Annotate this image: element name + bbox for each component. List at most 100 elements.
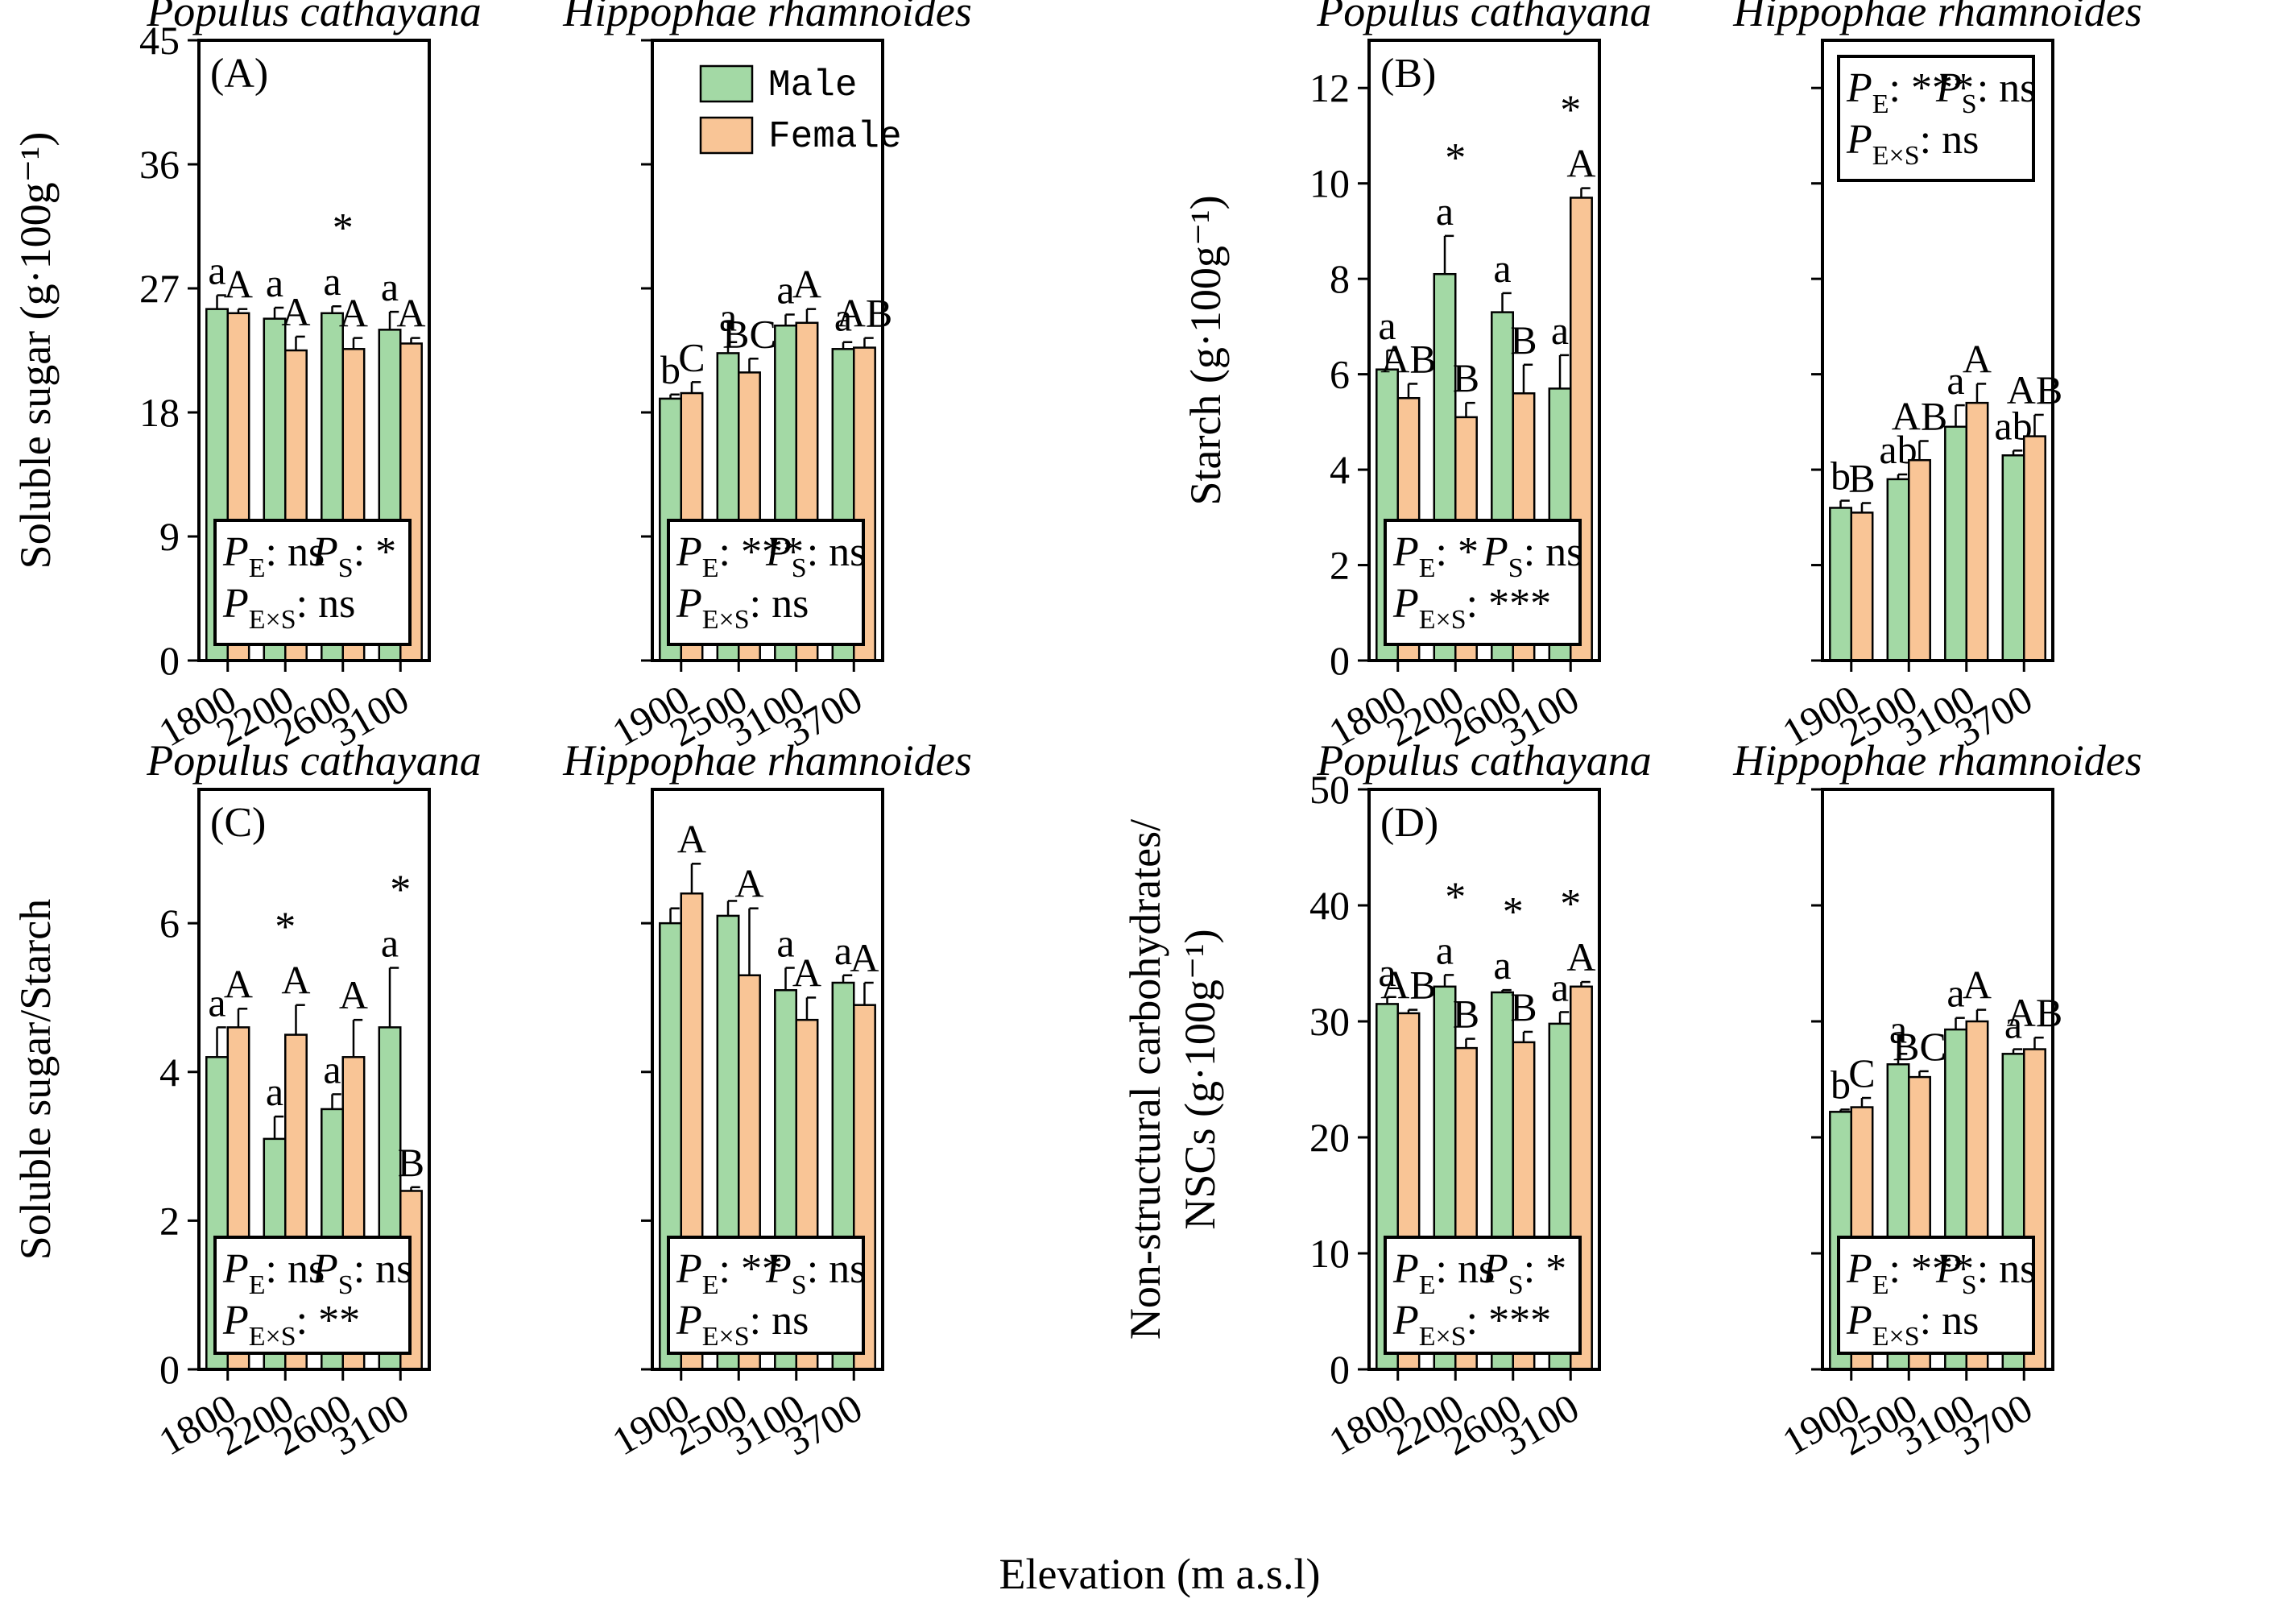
subpanel-hippophae: Hippophae rhamnoides1900250031003700baba… — [1732, 0, 2142, 756]
y-tick-label: 40 — [1309, 883, 1350, 928]
significance-letter: a — [1378, 303, 1396, 348]
significance-letter: B — [1510, 317, 1537, 362]
bar-female-1900 — [1850, 511, 1874, 662]
y-tick-label: 0 — [1330, 638, 1350, 683]
y-tick-label: 4 — [159, 1050, 180, 1095]
y-tick-label: 0 — [159, 638, 180, 683]
stat-pexs: PE×S: ns — [676, 581, 809, 635]
significance-letter: A — [1963, 963, 1992, 1008]
significance-letter: b — [1831, 1062, 1851, 1107]
significance-letter: a — [266, 1069, 283, 1114]
star-marker: * — [1445, 135, 1466, 181]
subpanel-hippophae: Hippophae rhamnoides1900250031003700baaa… — [562, 0, 972, 756]
significance-letter: A — [1566, 141, 1595, 186]
species-title: Populus cathayana — [1316, 0, 1651, 35]
stat-pe: PE: ns — [1392, 1246, 1495, 1300]
stats-box — [1384, 1236, 1582, 1355]
chart-c: Soluble sugar/Starch Populus cathayana 0 2 4… — [11, 736, 972, 1464]
stat-ps: PS: ns — [312, 1246, 412, 1300]
significance-letter: a — [776, 921, 794, 966]
significance-letter: a — [266, 260, 283, 305]
significance-letter: A — [224, 961, 253, 1006]
significance-letter: a — [1889, 1006, 1907, 1051]
chart-b: Starch (g·100g⁻¹) Populus cathayana 0 2 4 6 8 1… — [1181, 0, 2142, 756]
significance-letter: a — [2004, 1002, 2022, 1047]
significance-letter: A — [281, 289, 310, 334]
species-title: Populus cathayana — [146, 736, 481, 785]
significance-letter: B — [398, 1140, 424, 1185]
significance-letter: A — [850, 935, 879, 980]
axes-frame — [651, 39, 884, 662]
significance-letter: a — [1551, 308, 1569, 353]
panel-label: (A) — [210, 51, 268, 97]
stat-ps: PS: * — [312, 529, 396, 583]
significance-letter: a — [1493, 942, 1511, 988]
stat-pe: PE: * — [1392, 529, 1479, 583]
star-marker: * — [390, 868, 411, 913]
y-tick-label: 45 — [139, 18, 180, 63]
y-tick-label: 2 — [159, 1198, 180, 1243]
x-axis-title: Elevation (m a.s.l) — [999, 1550, 1321, 1598]
y-tick-label: 10 — [1309, 161, 1350, 206]
y-tick-label: 12 — [1309, 65, 1350, 110]
significance-letter: b — [660, 347, 681, 392]
star-marker: * — [1503, 889, 1524, 935]
significance-letter: BC — [1893, 1024, 1946, 1069]
y-tick-label: 27 — [139, 266, 180, 311]
legend-label-male: Male — [768, 64, 857, 106]
species-title: Hippophae rhamnoides — [1732, 736, 2142, 785]
stat-ps: PS: ns — [765, 1246, 866, 1300]
significance-letter: C — [1848, 1050, 1875, 1095]
star-marker: * — [333, 205, 354, 251]
species-title: Hippophae rhamnoides — [1732, 0, 2142, 35]
significance-letter: BC — [722, 311, 776, 356]
y-tick-label: 2 — [1330, 543, 1350, 588]
stats-box — [1384, 519, 1582, 646]
bar-male-2500 — [1886, 478, 1910, 662]
panel-label: (C) — [210, 800, 266, 846]
significance-letter: C — [678, 334, 705, 379]
y-tick-label: 6 — [159, 901, 180, 946]
y-tick-label: 9 — [159, 514, 180, 559]
significance-letter: a — [1493, 246, 1511, 291]
stat-pe: PE: ns — [222, 1246, 325, 1300]
significance-letter: a — [776, 267, 794, 313]
species-title: Hippophae rhamnoides — [562, 0, 972, 35]
y-tick-label: 6 — [1330, 352, 1350, 397]
stat-pe: PE: *** — [676, 529, 804, 583]
stats-box — [213, 519, 412, 646]
significance-letter: a — [1946, 971, 1964, 1016]
y-axis-title: Soluble sugar (g·100g⁻¹) — [11, 132, 60, 569]
plot-root: Soluble sugar (g·100g⁻¹) Populus cathayan… — [11, 0, 2142, 1464]
bar-male-3700 — [2001, 454, 2025, 662]
axes-frame — [1821, 788, 2054, 1371]
y-axis-title: Soluble sugar/Starch — [11, 899, 60, 1260]
species-title: Populus cathayana — [146, 0, 481, 35]
bar-female-3700 — [2023, 435, 2046, 662]
subpanel-populus: Populus cathayana09182736451800220026003… — [139, 0, 482, 756]
significance-letter: A — [792, 262, 821, 307]
significance-letter: a — [1436, 927, 1454, 972]
stat-ps: PS: ns — [1935, 65, 2036, 119]
species-title: Hippophae rhamnoides — [562, 736, 972, 785]
bar-female-3100 — [1965, 401, 1989, 662]
axes-frame — [1367, 39, 1601, 662]
axes-frame — [1821, 39, 2054, 662]
y-tick-label: 10 — [1309, 1231, 1350, 1276]
y-tick-label: 30 — [1309, 999, 1350, 1044]
subpanel-populus: Populus cathayana02468101218002200260031… — [1309, 0, 1652, 756]
stats-box — [213, 1236, 412, 1355]
significance-letter: A — [1566, 934, 1595, 979]
y-axis-title: Non-structural carbohydrates/NSCs (g·100… — [1121, 819, 1224, 1340]
significance-letter: AB — [1892, 394, 1947, 439]
stat-ps: PS: ns — [765, 529, 866, 583]
stat-pe: PE: *** — [1846, 65, 1974, 119]
y-tick-label: 4 — [1330, 447, 1350, 492]
significance-letter: A — [339, 291, 368, 336]
panel-label: (B) — [1380, 51, 1436, 97]
stat-pexs: PE×S: ns — [1846, 1298, 1979, 1352]
axes-frame — [651, 788, 884, 1371]
significance-letter: B — [1848, 456, 1875, 501]
y-tick-label: 36 — [139, 142, 180, 187]
